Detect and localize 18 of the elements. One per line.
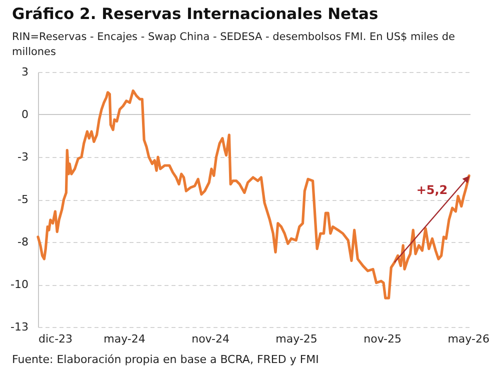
- source-note: Fuente: Elaboración propia en base a BCRA, FRED y FMI: [12, 353, 319, 366]
- x-tick-label: may-26: [448, 332, 489, 346]
- line-series: [36, 89, 470, 300]
- x-tick-label: may-25: [276, 332, 318, 346]
- annotation: +5,2: [416, 183, 448, 197]
- y-tick-label: -10: [10, 278, 28, 291]
- x-tick-label: may-24: [104, 332, 146, 346]
- chart-title: Gráfico 2. Reservas Internacionales Netas: [12, 5, 378, 23]
- y-tick-label: -13: [10, 320, 28, 334]
- x-tick-label: nov-25: [364, 332, 402, 346]
- y-tick-label: -8: [18, 236, 28, 248]
- y-tick-label: -3: [18, 150, 28, 164]
- x-tick-label: nov-24: [192, 332, 230, 346]
- x-tick-label: dic-23: [38, 332, 73, 346]
- y-tick-label: 3: [22, 66, 28, 78]
- y-tick-label: -5: [18, 193, 28, 206]
- y-tick-label: 0: [22, 108, 28, 121]
- chart-subtitle: RIN=Reservas - Encajes - Swap China - SEDESA - desembolsos FMI. En US$ miles de millones: [12, 30, 456, 60]
